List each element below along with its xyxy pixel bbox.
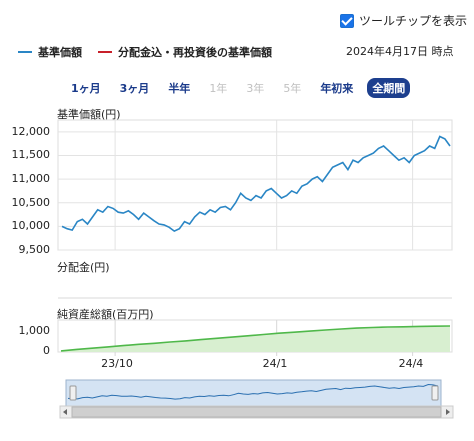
x-axis-tick: 23/10	[101, 357, 133, 370]
legend-swatch-reinvested	[98, 51, 112, 53]
nav-y-tick: 10,000	[11, 219, 51, 233]
range-all-button[interactable]: 全期間	[367, 78, 411, 98]
range-6m-button[interactable]: 半年	[168, 82, 191, 95]
aum-series-line	[60, 325, 451, 352]
legend-item-reinvested: 分配金込・再投資後の基準価額	[98, 44, 272, 60]
scrollbar-right-arrow-icon	[446, 409, 450, 415]
range-3m-button[interactable]: 3ヶ月	[119, 82, 150, 95]
legend-label-nav: 基準価額	[38, 46, 82, 59]
legend-swatch-nav	[18, 51, 32, 53]
nav-y-tick: 9,500	[18, 243, 51, 256]
chart-legend: 基準価額 分配金込・再投資後の基準価額	[18, 44, 288, 60]
legend-label-reinvested: 分配金込・再投資後の基準価額	[118, 46, 272, 59]
aum-area-fill	[61, 326, 450, 352]
nav-y-tick: 10,500	[11, 195, 51, 209]
nav-y-tick: 11,000	[11, 172, 51, 186]
x-axis-tick: 24/4	[398, 357, 424, 370]
nav-plot-area	[57, 119, 453, 251]
navigator-window	[65, 379, 442, 407]
scrollbar-left-arrow-icon	[63, 409, 67, 415]
aum-y-tick: 0	[43, 344, 50, 357]
tooltip-checkbox[interactable]	[340, 13, 354, 28]
as-of-date: 2024年4月17日 時点	[346, 45, 454, 58]
legend-item-nav: 基準価額	[18, 44, 82, 60]
scrollbar-thumb	[71, 406, 442, 418]
aum-y-tick: 1,000	[18, 323, 51, 337]
navigator-right-handle	[431, 385, 439, 401]
nav-series-line	[61, 135, 451, 233]
navigator-series-line	[67, 383, 439, 400]
range-1m-button[interactable]: 1ヶ月	[71, 82, 101, 95]
aum-panel-title: 純資産総額(百万円)	[57, 308, 154, 321]
nav-y-tick: 11,500	[11, 148, 51, 162]
distribution-panel-title: 分配金(円)	[57, 261, 110, 274]
tooltip-toggle[interactable]: ツールチップを表示	[340, 12, 467, 29]
range-selector: 1ヶ月 3ヶ月 半年 1年 3年 5年 年初来 全期間	[66, 78, 419, 98]
navigator-left-handle	[69, 385, 77, 401]
range-5y-button: 5年	[283, 82, 302, 95]
range-1y-button: 1年	[209, 82, 228, 95]
nav-panel-title: 基準価額(円)	[57, 108, 121, 121]
tooltip-toggle-label: ツールチップを表示	[359, 14, 468, 28]
range-ytd-button[interactable]: 年初来	[320, 82, 354, 95]
range-3y-button: 3年	[246, 82, 265, 95]
x-axis-tick: 24/1	[262, 357, 288, 370]
nav-y-tick: 12,000	[11, 124, 51, 138]
